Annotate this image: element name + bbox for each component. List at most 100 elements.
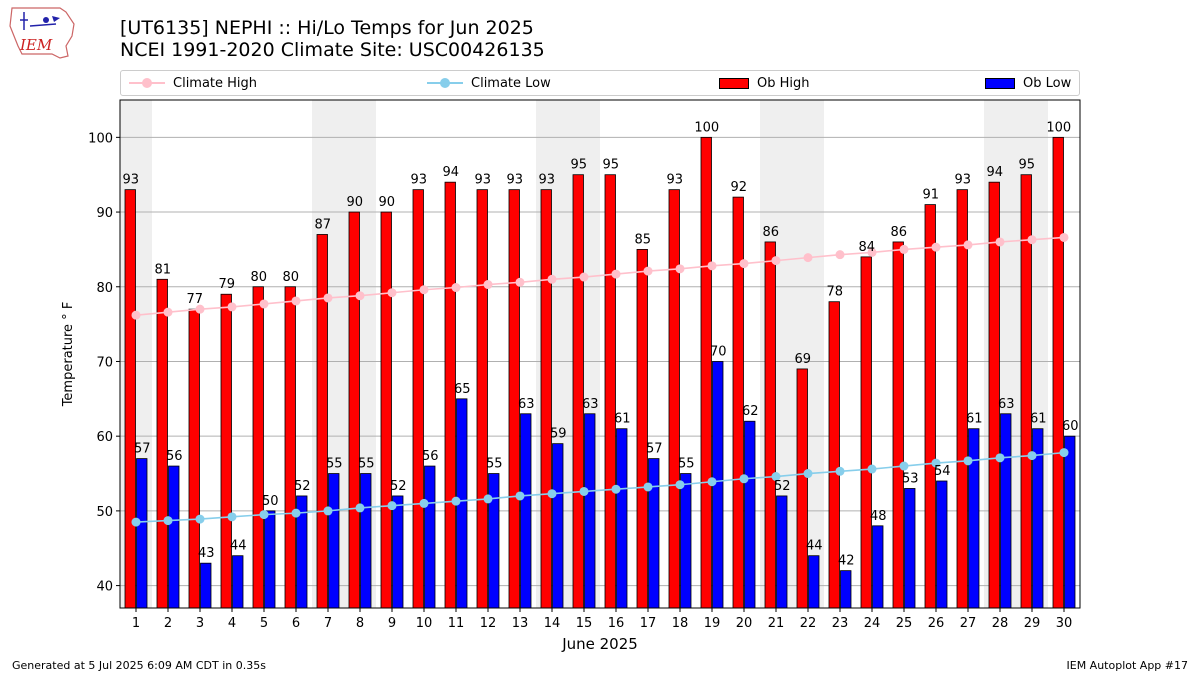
- x-tick-label: 26: [928, 616, 945, 631]
- x-tick-label: 10: [416, 616, 433, 631]
- climate-low-point: [867, 464, 877, 474]
- x-tick-label: 17: [640, 616, 657, 631]
- climate-high-point: [355, 291, 365, 301]
- plot-frame: [119, 99, 1081, 609]
- ob-low-bar: [488, 473, 500, 609]
- ob-low-label: 48: [870, 509, 887, 524]
- ob-high-bar: [700, 136, 712, 609]
- ob-low-bar: [392, 495, 404, 609]
- logo-text: IEM: [19, 36, 53, 54]
- ob-high-label: 90: [346, 195, 363, 210]
- ob-high-label: 90: [378, 195, 395, 210]
- x-tick-label: 4: [228, 616, 236, 631]
- ob-low-label: 61: [1030, 412, 1047, 427]
- climate-high-point: [451, 283, 461, 293]
- x-tick-label: 30: [1056, 616, 1073, 631]
- ob-high-label: 100: [694, 120, 719, 135]
- ob-high-label: 86: [890, 225, 907, 240]
- x-tick-label: 6: [292, 616, 300, 631]
- legend-label: Climate High: [173, 75, 258, 91]
- climate-low-point: [963, 456, 973, 466]
- climate-low-point: [419, 498, 429, 508]
- ob-high-bar: [1052, 136, 1064, 609]
- ob-high-label: 86: [762, 225, 779, 240]
- ob-high-bar: [220, 293, 232, 609]
- x-tick-label: 11: [448, 616, 465, 631]
- ob-high-label: 79: [218, 277, 235, 292]
- climate-high-point: [419, 285, 429, 295]
- climate-high-point: [675, 264, 685, 274]
- y-tick-label: 100: [88, 131, 113, 146]
- legend-label: Ob Low: [1023, 75, 1072, 91]
- ob-high-bar: [764, 241, 776, 609]
- ob-low-label: 59: [550, 427, 567, 442]
- x-tick-label: 8: [356, 616, 364, 631]
- climate-high-point: [483, 280, 493, 290]
- legend-item-climate-low: Climate Low: [427, 74, 551, 92]
- ob-low-bar: [968, 428, 980, 609]
- climate-high-point: [515, 277, 525, 287]
- ob-low-bar: [648, 458, 660, 609]
- ob-low-bar: [680, 473, 692, 609]
- ob-low-bar: [264, 510, 276, 609]
- ob-high-label: 95: [602, 158, 619, 173]
- x-tick-label: 22: [800, 616, 817, 631]
- climate-high-point: [131, 310, 141, 320]
- climate-low-point: [995, 453, 1005, 463]
- ob-high-label: 87: [314, 217, 331, 232]
- y-tick-label: 80: [96, 281, 113, 296]
- x-tick-label: 25: [896, 616, 913, 631]
- x-tick-label: 21: [768, 616, 785, 631]
- ob-low-label: 44: [806, 539, 823, 554]
- climate-low-point: [131, 517, 141, 527]
- ob-high-label: 93: [122, 173, 139, 188]
- ob-low-label: 70: [710, 344, 727, 359]
- x-tick-label: 24: [864, 616, 881, 631]
- x-tick-label: 7: [324, 616, 332, 631]
- y-tick-label: 70: [96, 355, 113, 370]
- ob-low-label: 56: [422, 449, 439, 464]
- x-tick-label: 23: [832, 616, 849, 631]
- ob-low-label: 44: [230, 539, 247, 554]
- climate-high-point: [195, 304, 205, 314]
- y-axis-label: Temperature ° F: [61, 302, 76, 408]
- ob-low-label: 53: [902, 471, 919, 486]
- climate-low-point: [611, 484, 621, 494]
- ob-low-label: 60: [1062, 419, 1079, 434]
- climate-high-point: [387, 288, 397, 298]
- ob-low-label: 63: [998, 397, 1015, 412]
- climate-low-point: [323, 506, 333, 516]
- ob-low-label: 61: [966, 412, 983, 427]
- ob-high-label: 95: [1018, 158, 1035, 173]
- app-credit: IEM Autoplot App #17: [1066, 659, 1189, 672]
- ob-high-label: 80: [250, 270, 267, 285]
- climate-high-line-icon: [129, 74, 165, 92]
- climate-high-point: [227, 302, 237, 312]
- ob-high-label: 80: [282, 270, 299, 285]
- ob-high-label: 93: [474, 173, 491, 188]
- ob-low-bar: [936, 480, 948, 609]
- ob-low-bar: [136, 458, 148, 609]
- chart-title: [UT6135] NEPHI :: Hi/Lo Temps for Jun 20…: [120, 17, 534, 39]
- legend-item-ob-high: Ob High: [715, 74, 810, 92]
- ob-high-bar: [156, 278, 168, 609]
- x-tick-label: 20: [736, 616, 753, 631]
- ob-low-label: 65: [454, 382, 471, 397]
- climate-low-point: [547, 489, 557, 499]
- climate-low-point: [515, 491, 525, 501]
- ob-low-label: 57: [134, 442, 151, 457]
- climate-low-point: [483, 494, 493, 504]
- ob-high-bar: [412, 189, 424, 609]
- climate-low-point: [739, 474, 749, 484]
- climate-high-point: [771, 256, 781, 266]
- climate-high-point: [259, 299, 269, 309]
- climate-low-point: [803, 469, 813, 479]
- climate-high-point: [643, 266, 653, 276]
- x-tick-label: 15: [576, 616, 593, 631]
- ob-high-label: 85: [634, 232, 651, 247]
- ob-low-label: 42: [838, 554, 855, 569]
- climate-high-point: [291, 296, 301, 306]
- chart-subtitle: NCEI 1991-2020 Climate Site: USC00426135: [120, 39, 545, 61]
- ob-high-label: 93: [666, 173, 683, 188]
- ob-low-label: 63: [582, 397, 599, 412]
